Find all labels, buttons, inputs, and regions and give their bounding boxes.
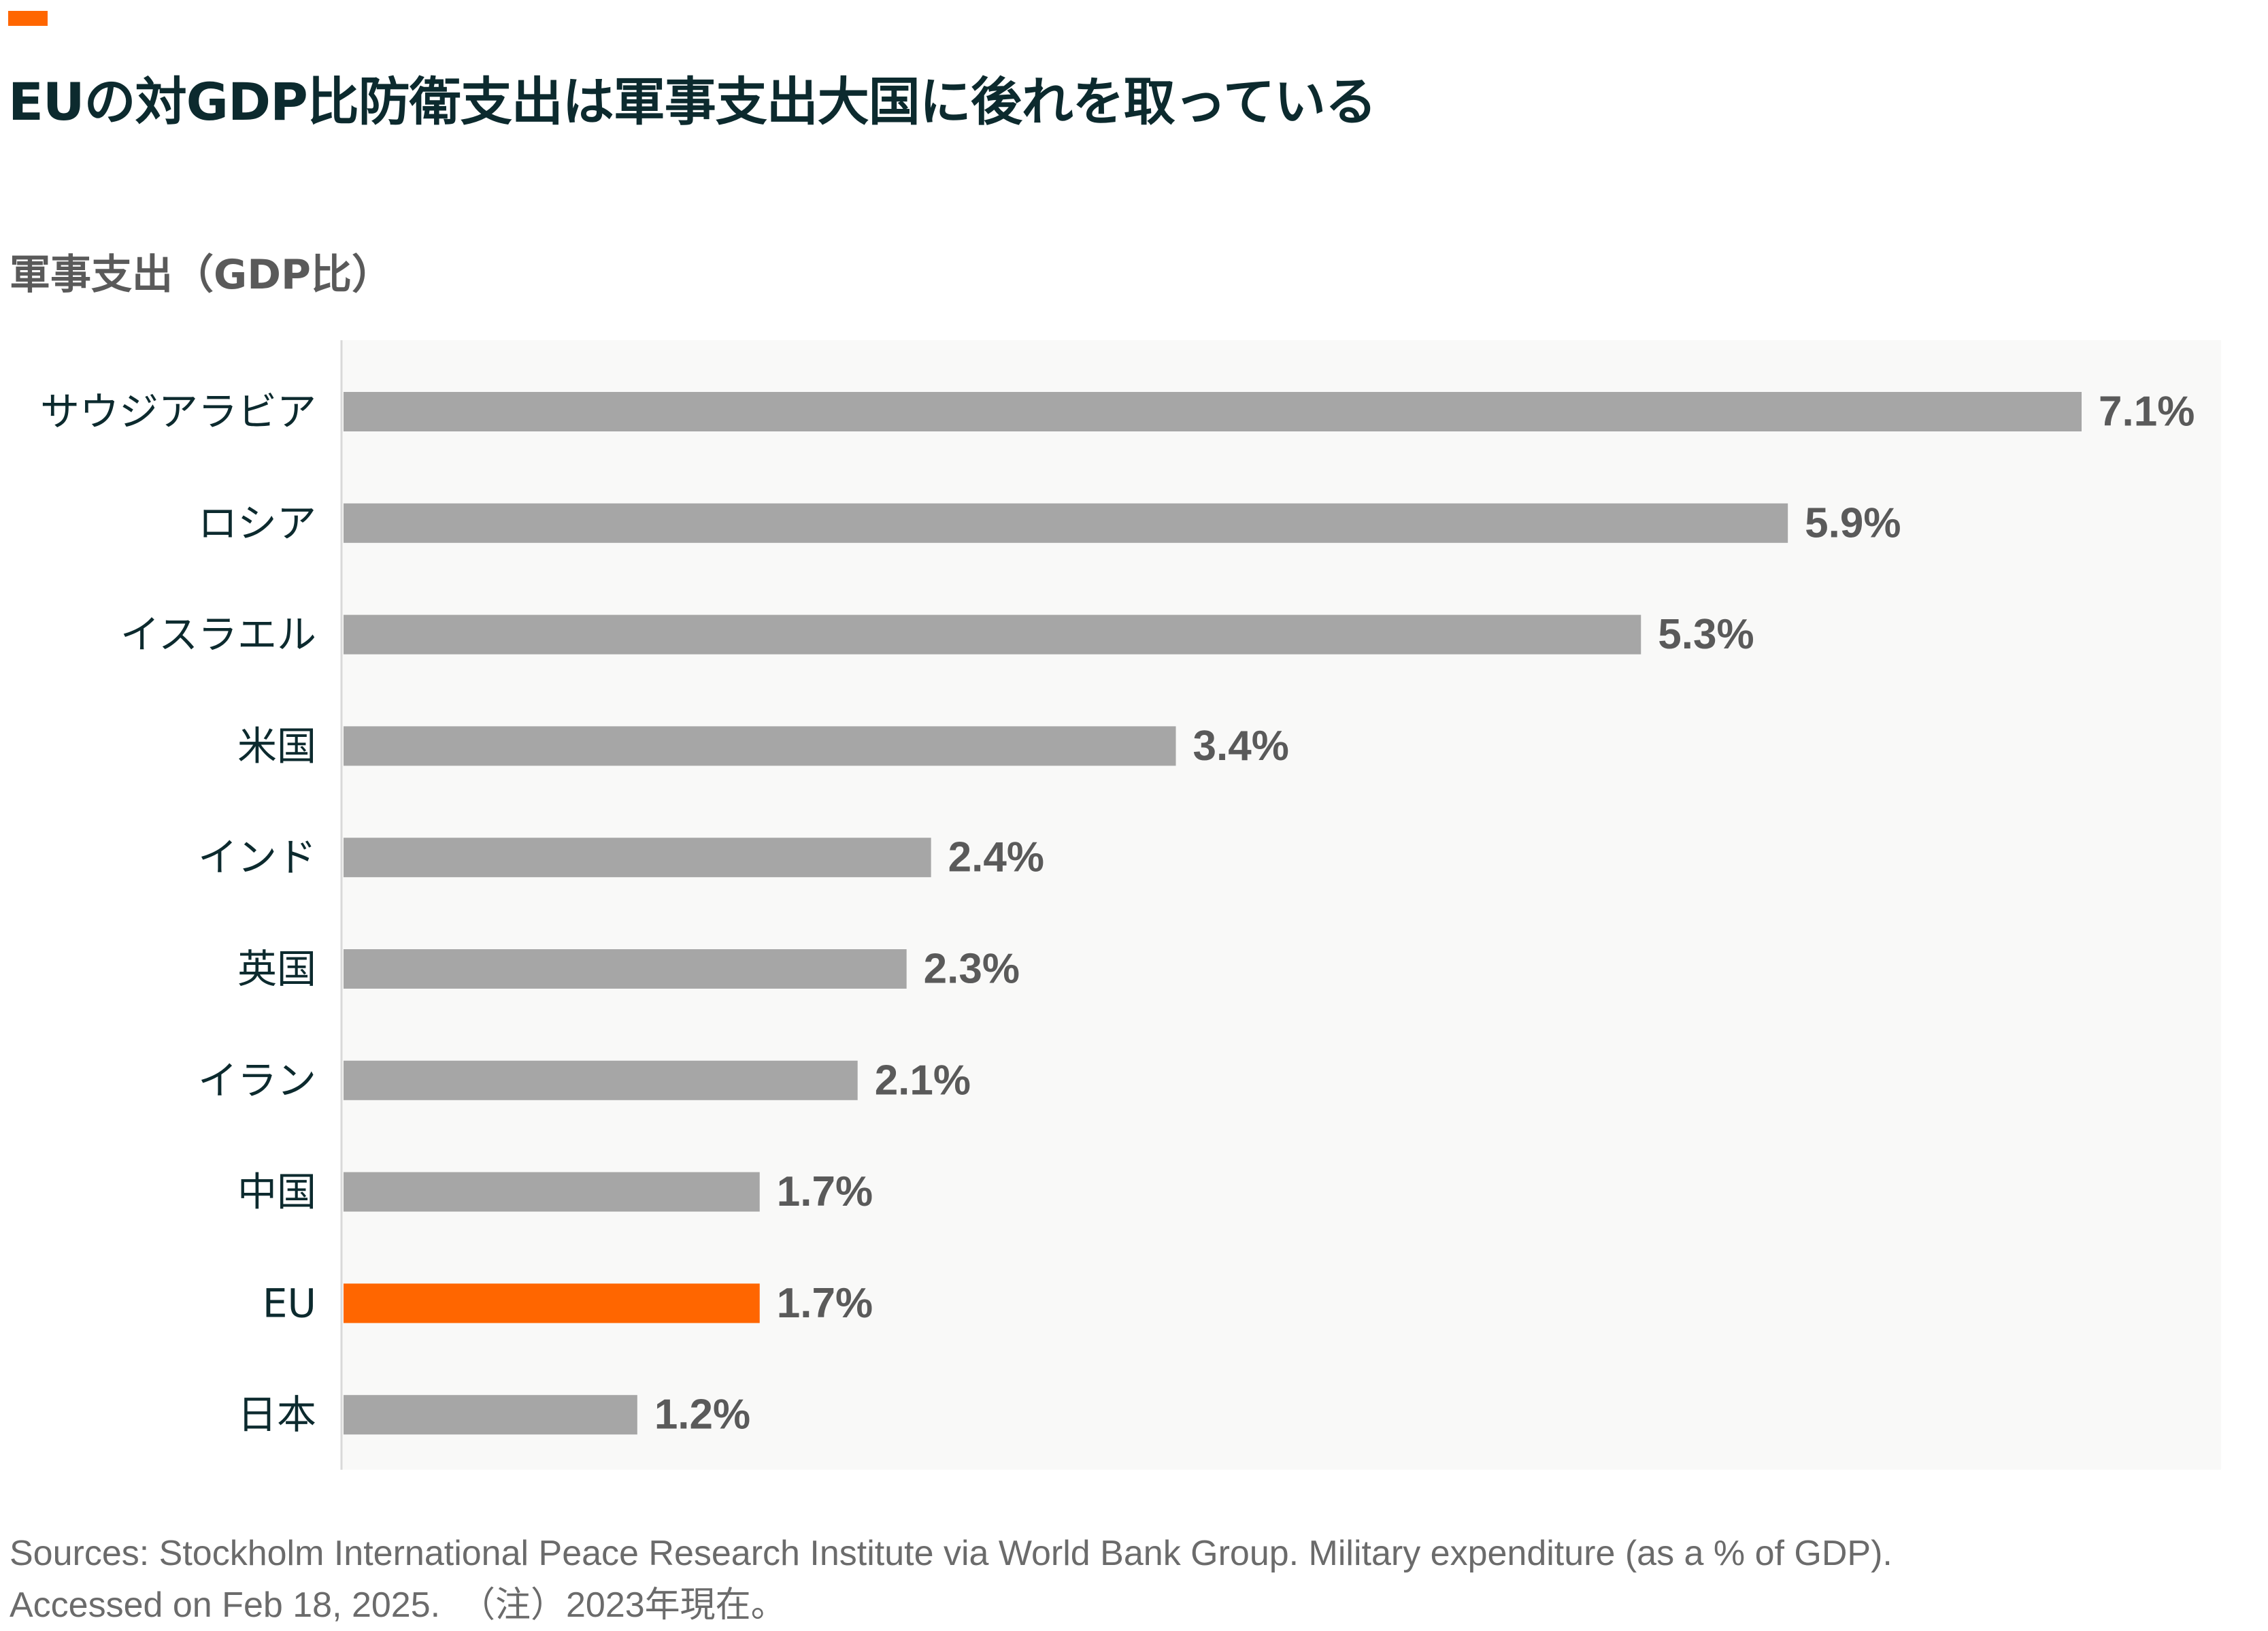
category-label: インド [198,834,316,880]
value-label: 1.7% [777,1168,873,1215]
bar [344,838,931,878]
category-label: EU [263,1280,316,1326]
bar [344,726,1176,766]
sources-note: Sources: Stockholm International Peace R… [10,1528,1892,1631]
chart-subtitle: 軍事支出（GDP比） [10,251,393,299]
value-label: 5.3% [1658,611,1754,658]
category-label: 米国 [237,723,316,769]
value-labels: 7.1% 5.9% 5.3% 3.4% 2.4% 2.3% 2.1% 1.7% 1.7% 1.2% [654,389,2195,1438]
bar [344,1172,760,1212]
value-label: 5.9% [1805,499,1901,546]
bar [344,1395,637,1435]
bar-highlight [344,1283,760,1323]
accent-mark [8,11,48,26]
bars [344,392,2082,1435]
category-label: 英国 [237,946,316,992]
value-label: 3.4% [1193,723,1289,770]
bar [344,614,1641,655]
category-label: ロシア [198,500,316,546]
sources-line-1: Sources: Stockholm International Peace R… [10,1534,1892,1573]
bar [344,392,2082,431]
bar [344,1060,858,1100]
category-label: イラン [198,1057,316,1104]
value-label: 2.1% [875,1057,971,1104]
value-label: 2.3% [924,946,1020,993]
value-label: 2.4% [948,834,1044,881]
value-label: 7.1% [2099,389,2195,435]
value-label: 1.7% [777,1280,873,1327]
bar [344,503,1788,543]
category-label: サウジアラビア [40,389,316,435]
category-label: 中国 [237,1169,316,1215]
category-label: イスラエル [120,612,316,658]
value-label: 1.2% [654,1391,750,1438]
category-label: 日本 [237,1391,316,1438]
sources-line-2: Accessed on Feb 18, 2025. （注）2023年現在。 [10,1585,786,1625]
bar [344,949,907,989]
chart-title: EUの対GDP比防衛支出は軍事支出大国に後れを取っている [8,71,1377,132]
